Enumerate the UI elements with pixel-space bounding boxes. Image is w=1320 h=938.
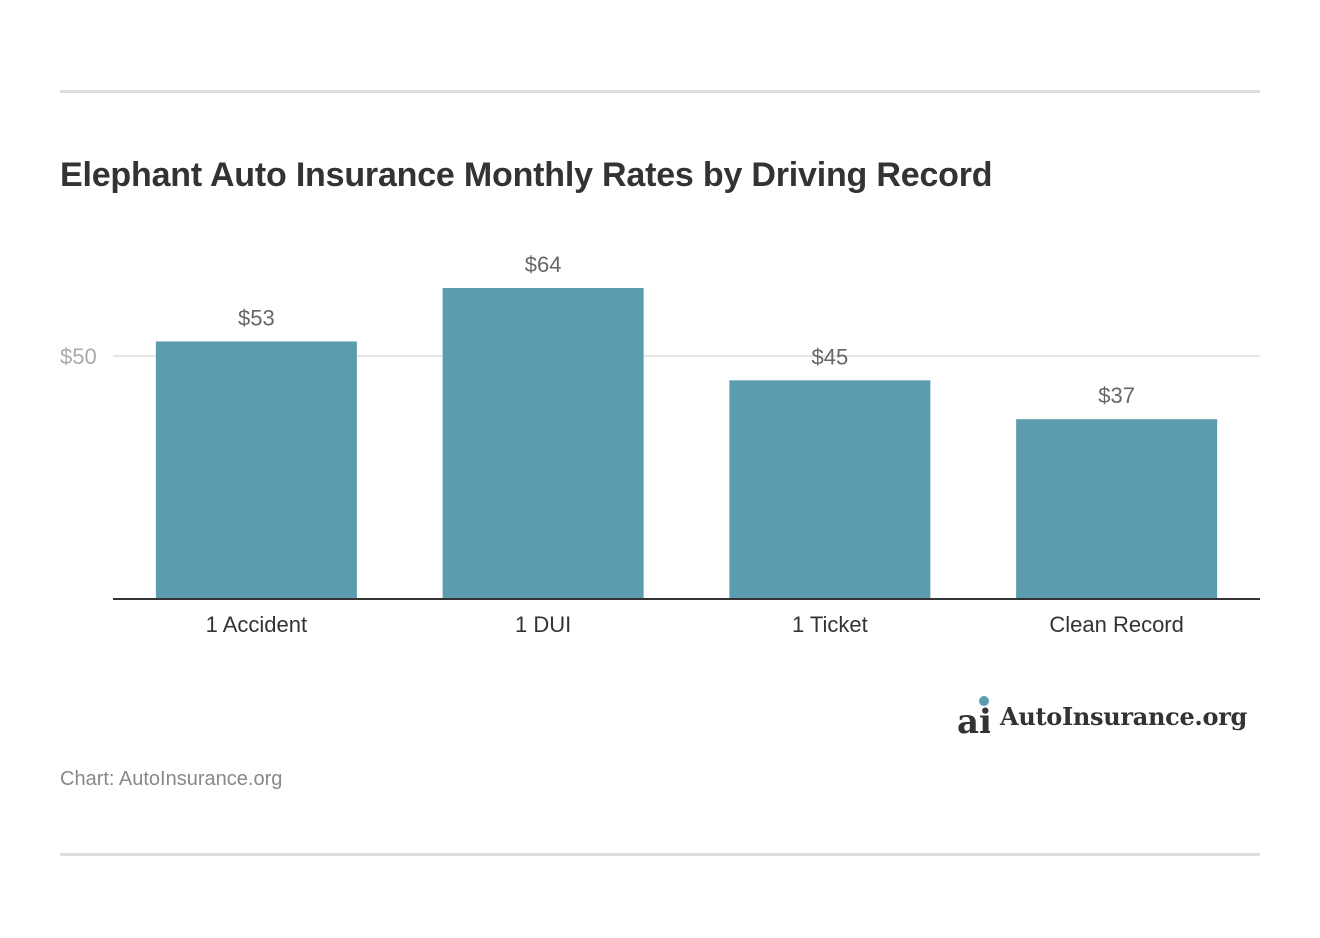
x-tick-label: Clean Record (1049, 612, 1184, 637)
bottom-divider (60, 853, 1260, 856)
x-tick-label: 1 Ticket (792, 612, 868, 637)
bar (1016, 419, 1218, 599)
bar-value-label: $45 (812, 344, 849, 369)
y-tick-label: $50 (60, 344, 97, 369)
bar (442, 288, 644, 599)
logo-wordmark: AutoInsurance.org (1000, 701, 1248, 731)
bar-value-label: $64 (525, 252, 562, 277)
top-divider (60, 90, 1260, 93)
chart-title: Elephant Auto Insurance Monthly Rates by… (60, 156, 993, 194)
brand-logo[interactable]: ai AutoInsurance.org (956, 694, 1247, 738)
bar-value-label: $53 (238, 305, 275, 330)
x-tick-label: 1 Accident (206, 612, 308, 637)
bar-value-label: $37 (1098, 383, 1135, 408)
bar-chart: $50 $53 1 Accident $64 1 DUI $45 1 Ticket $37 Cl… (60, 252, 1260, 637)
chart-source: Chart: AutoInsurance.org (60, 768, 283, 790)
x-tick-label: 1 DUI (515, 612, 571, 637)
bar (729, 380, 931, 599)
logo-mark-text: ai (957, 702, 990, 737)
bar (155, 341, 357, 599)
autoinsurance-logo-icon: ai (957, 696, 990, 737)
